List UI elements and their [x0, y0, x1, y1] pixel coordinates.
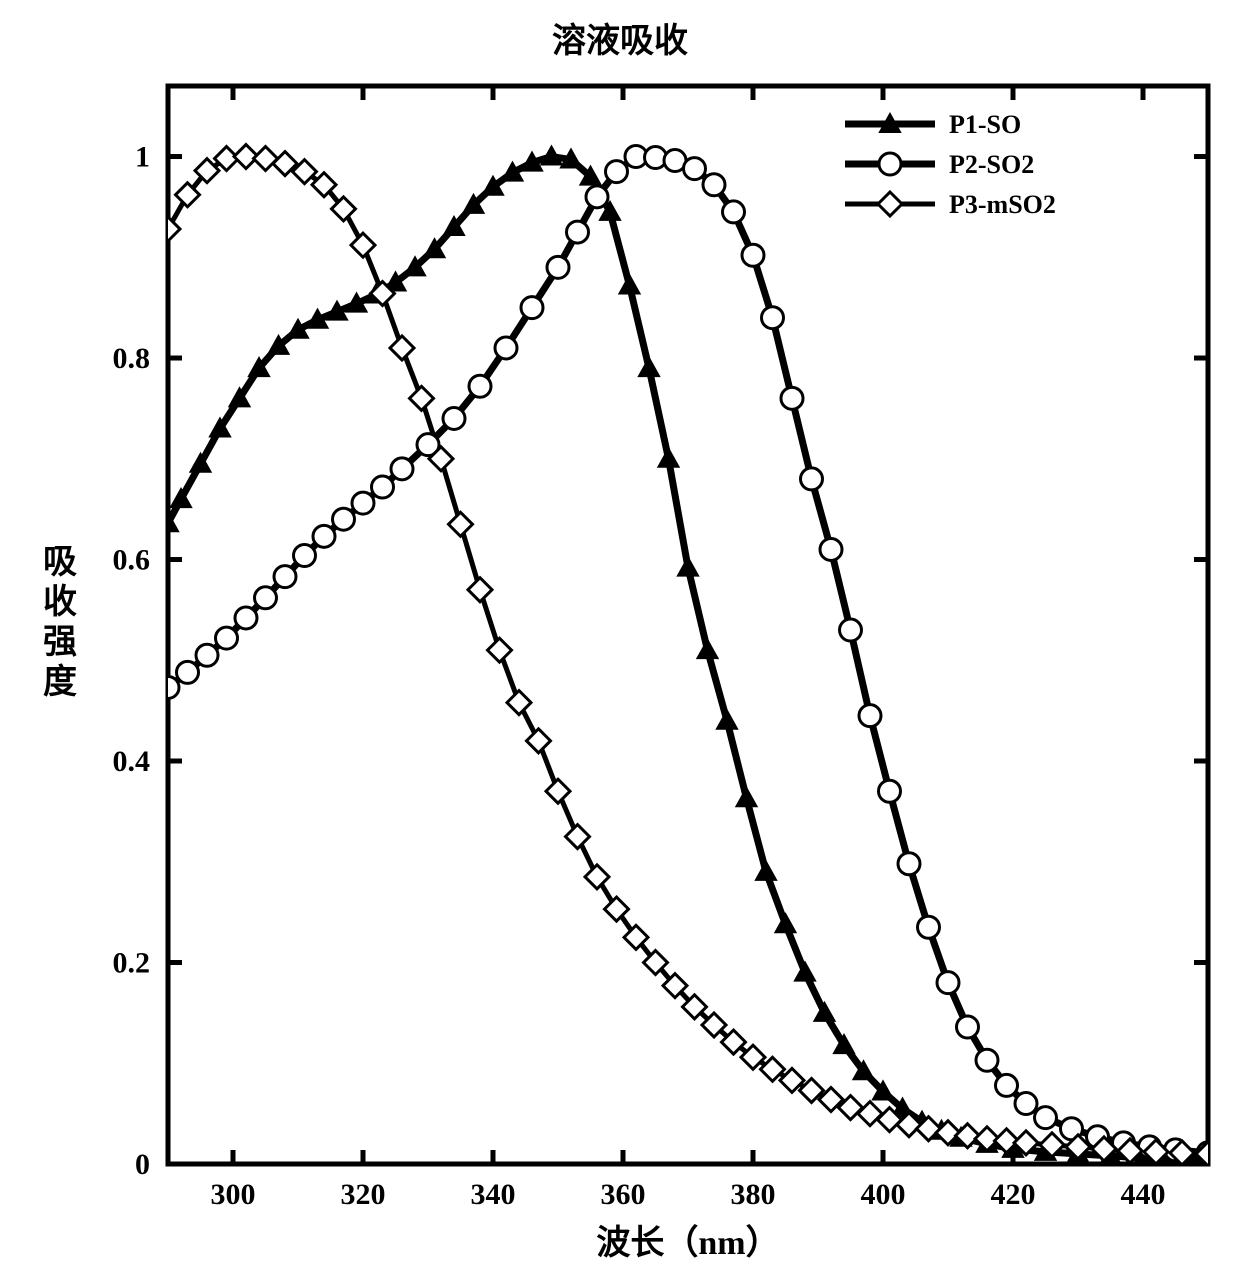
x-tick-label: 300 [211, 1178, 256, 1211]
x-axis-label: 波长（nm） [596, 1223, 779, 1262]
x-tick-label: 320 [341, 1178, 386, 1211]
x-tick-label: 380 [731, 1178, 776, 1211]
legend-label: P2-SO2 [949, 150, 1034, 179]
y-axis-label: 度 [43, 663, 77, 701]
legend-label: P3-mSO2 [949, 190, 1056, 219]
y-tick-label: 0 [135, 1148, 150, 1181]
x-tick-label: 400 [861, 1178, 906, 1211]
y-tick-label: 0.6 [113, 544, 151, 577]
y-axis-label: 强 [43, 624, 77, 661]
legend-label: P1-SO [949, 110, 1021, 139]
x-tick-label: 440 [1121, 1178, 1166, 1211]
chart-container: 溶液吸收 300 320 340 360 380 400 420 440 波长（nm） 0 0.2 0.… [0, 0, 1240, 1274]
x-tick-label: 420 [991, 1178, 1036, 1211]
y-tick-label: 0.4 [113, 745, 151, 778]
y-axis-label: 吸 [43, 544, 77, 581]
y-tick-label: 1 [135, 141, 150, 174]
x-tick-label: 340 [471, 1178, 516, 1211]
y-axis-label: 收 [43, 583, 77, 621]
y-tick-label: 0.8 [113, 342, 151, 375]
y-tick-label: 0.2 [113, 947, 151, 980]
absorption-chart: 溶液吸收 300 320 340 360 380 400 420 440 波长（nm） 0 0.2 0.… [0, 0, 1240, 1274]
x-tick-label: 360 [601, 1178, 646, 1211]
chart-title: 溶液吸收 [552, 22, 688, 60]
